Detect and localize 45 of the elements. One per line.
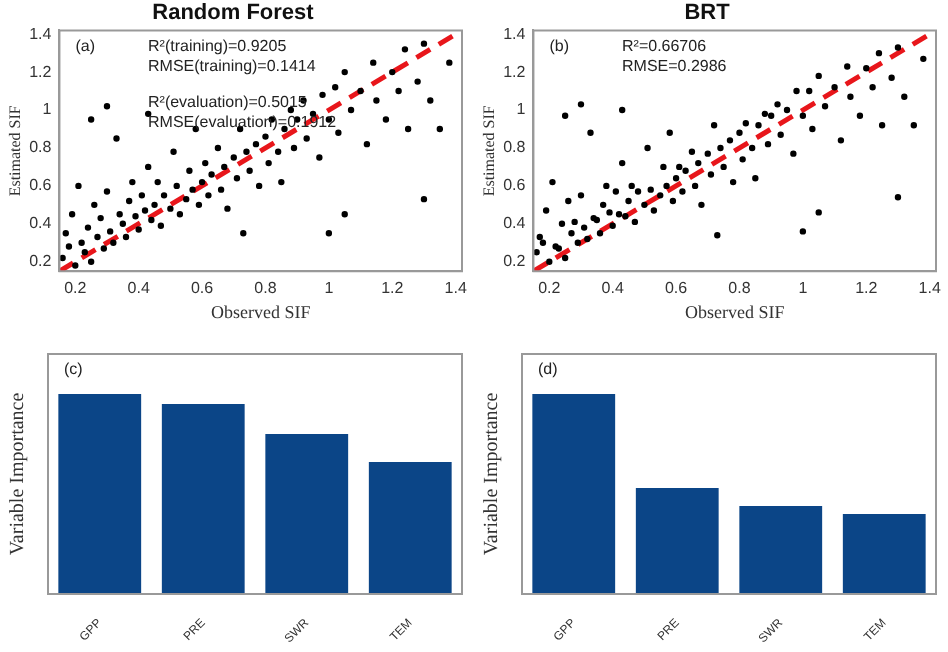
y-tick-label: 0.4 bbox=[503, 214, 527, 233]
x-tick-label: 0.8 bbox=[728, 279, 752, 298]
y-tick-label: 0.6 bbox=[29, 176, 53, 195]
y-tick-label: 0.2 bbox=[503, 252, 527, 271]
text: (d) bbox=[538, 360, 559, 379]
x-tick-label: 1.4 bbox=[918, 279, 942, 298]
x-tick-label: 1 bbox=[324, 279, 335, 298]
text: (c) bbox=[64, 360, 84, 379]
annotation: R²(evaluation)=0.5015 bbox=[148, 92, 308, 111]
x-tick-label: 1.4 bbox=[444, 279, 468, 298]
x-tick-label: 0.4 bbox=[127, 279, 151, 298]
y-axis-title: Estimated SIF bbox=[5, 104, 24, 197]
x-tick-label: 0.6 bbox=[190, 279, 215, 298]
y-tick-label: 1 bbox=[42, 100, 53, 119]
x-tick-label: 1 bbox=[798, 279, 809, 298]
chart-title: Random Forest bbox=[152, 1, 315, 26]
y-tick-label: 1.4 bbox=[29, 24, 53, 43]
x-axis-title: Observed SIF bbox=[684, 301, 785, 322]
y-tick-label: 0.4 bbox=[29, 214, 53, 233]
annotation: (a) bbox=[75, 36, 96, 55]
y-tick-label: 1.4 bbox=[503, 24, 527, 43]
x-tick-label: 1.2 bbox=[381, 279, 405, 298]
annotation: RMSE=0.2986 bbox=[622, 56, 728, 75]
annotation: (b) bbox=[549, 36, 570, 55]
x-tick-label: 0.4 bbox=[601, 279, 625, 298]
annotation: R²=0.66706 bbox=[622, 36, 708, 55]
y-tick-label: 1 bbox=[516, 100, 527, 119]
x-tick-label: 1.2 bbox=[855, 279, 879, 298]
x-tick-label: 0.2 bbox=[538, 279, 562, 298]
chart-title: BRT bbox=[684, 1, 731, 26]
y-tick-label: 0.8 bbox=[29, 138, 53, 157]
y-tick-label: 1.2 bbox=[503, 62, 527, 81]
x-tick-label: 0.2 bbox=[64, 279, 88, 298]
x-tick-label: 0.6 bbox=[664, 279, 689, 298]
annotation: R²(training)=0.9205 bbox=[148, 36, 288, 55]
y-axis-title: Variable Importance bbox=[481, 391, 504, 556]
x-tick-label: 0.8 bbox=[254, 279, 278, 298]
y-tick-label: 0.6 bbox=[503, 176, 527, 195]
y-tick-label: 0.8 bbox=[503, 138, 527, 157]
annotation: RMSE(training)=0.1414 bbox=[148, 56, 317, 75]
x-axis-title: Observed SIF bbox=[210, 301, 311, 322]
y-tick-label: 1.2 bbox=[29, 62, 53, 81]
y-axis-title: Estimated SIF bbox=[479, 104, 498, 197]
y-axis-title: Variable Importance bbox=[7, 391, 30, 556]
y-tick-label: 0.2 bbox=[29, 252, 53, 271]
